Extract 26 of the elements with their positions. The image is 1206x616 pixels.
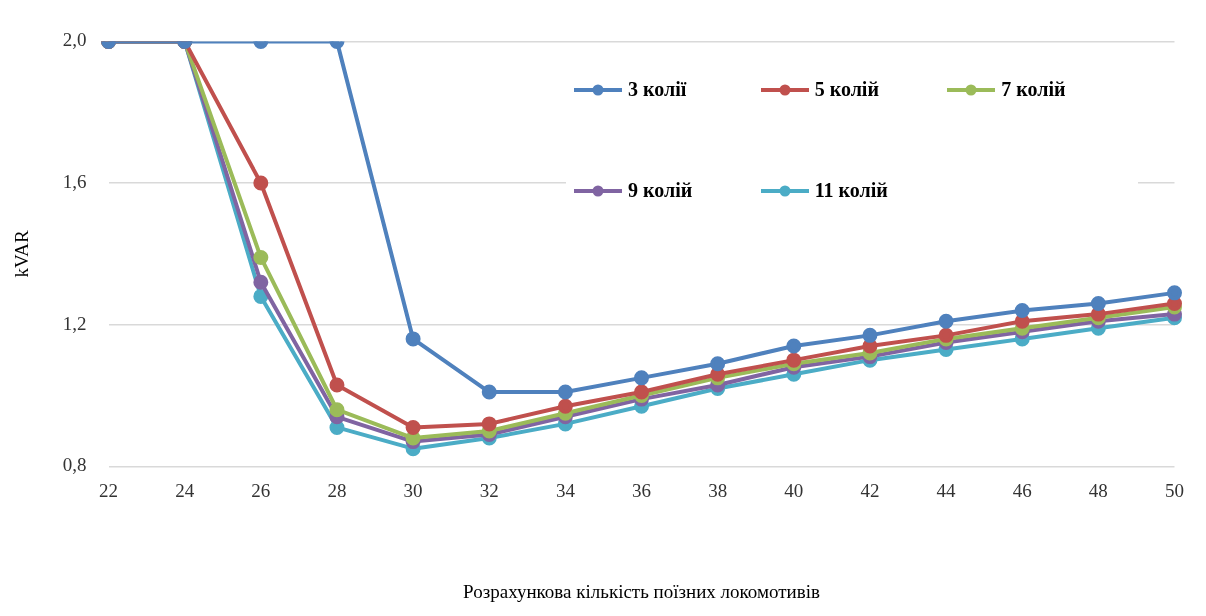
x-tick-label: 32 xyxy=(479,479,499,501)
legend-label: 3 колії xyxy=(628,78,687,101)
x-tick-label: 50 xyxy=(1165,479,1184,501)
y-axis-title: kVAR xyxy=(11,229,33,278)
x-tick-label: 38 xyxy=(708,479,728,501)
x-tick-label: 26 xyxy=(251,479,271,501)
x-tick-label: 36 xyxy=(632,479,652,501)
x-tick-label: 34 xyxy=(555,479,576,501)
x-tick-label: 42 xyxy=(860,479,880,501)
x-tick-label: 44 xyxy=(936,479,957,501)
y-tick-label: 2,0 xyxy=(62,29,87,51)
y-tick-label: 0,8 xyxy=(62,454,87,476)
x-tick-label: 30 xyxy=(403,479,423,501)
x-tick-label: 28 xyxy=(327,479,347,501)
x-tick-label: 24 xyxy=(175,479,195,501)
legend-label: 7 колій xyxy=(1001,78,1066,101)
x-tick-label: 40 xyxy=(784,479,804,501)
x-tick-label: 48 xyxy=(1088,479,1108,501)
legend-label: 5 колій xyxy=(814,78,879,101)
legend-label: 9 колій xyxy=(628,179,693,202)
x-tick-label: 22 xyxy=(99,479,119,501)
legend-label: 11 колій xyxy=(814,179,888,202)
x-tick-label: 46 xyxy=(1012,479,1032,501)
y-tick-label: 1,2 xyxy=(62,312,87,334)
y-tick-label: 1,6 xyxy=(62,171,87,193)
x-axis-title: Розрахункова кількість поїзних локомотивів xyxy=(463,580,820,602)
